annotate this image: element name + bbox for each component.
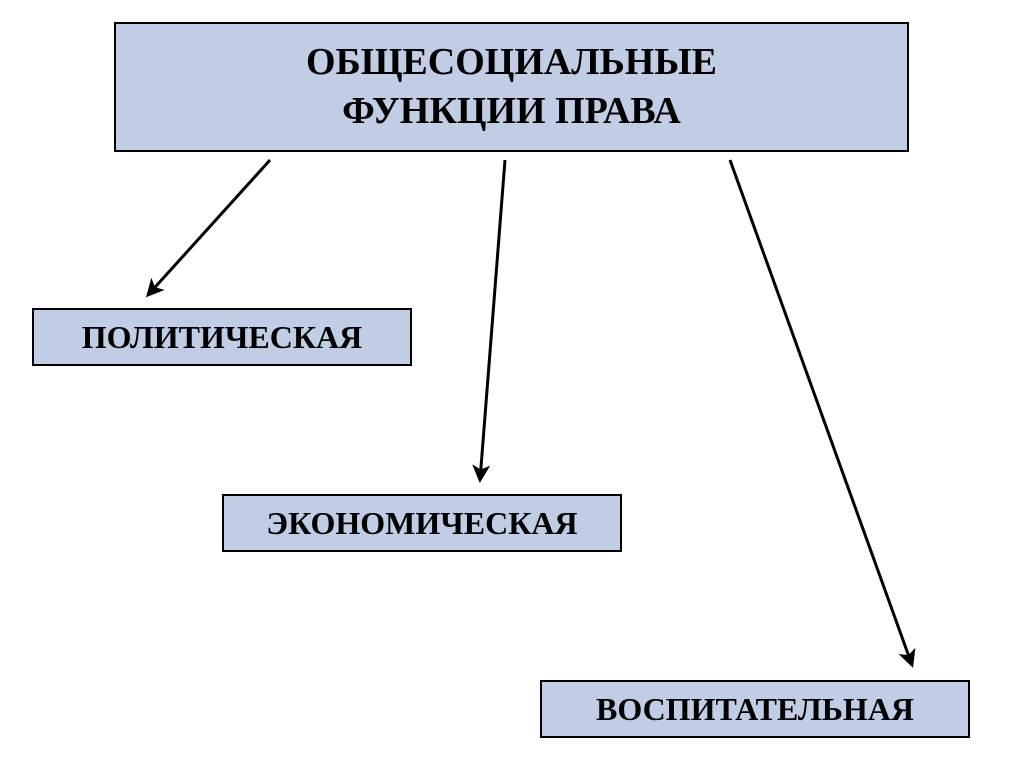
arrow-to-economic: [480, 160, 505, 480]
child-label-economic: ЭКОНОМИЧЕСКАЯ: [266, 505, 577, 542]
title-box: ОБЩЕСОЦИАЛЬНЫЕ ФУНКЦИИ ПРАВА: [114, 22, 909, 152]
child-label-educational: ВОСПИТАТЕЛЬНАЯ: [596, 691, 914, 728]
child-box-political: ПОЛИТИЧЕСКАЯ: [32, 308, 412, 366]
child-box-economic: ЭКОНОМИЧЕСКАЯ: [222, 494, 622, 552]
title-line2: ФУНКЦИИ ПРАВА: [342, 90, 681, 132]
arrow-to-educational: [730, 160, 912, 665]
arrow-to-political: [148, 160, 270, 295]
child-label-political: ПОЛИТИЧЕСКАЯ: [82, 319, 363, 356]
child-box-educational: ВОСПИТАТЕЛЬНАЯ: [540, 680, 970, 738]
title-text: ОБЩЕСОЦИАЛЬНЫЕ ФУНКЦИИ ПРАВА: [306, 38, 717, 137]
title-line1: ОБЩЕСОЦИАЛЬНЫЕ: [306, 41, 717, 83]
